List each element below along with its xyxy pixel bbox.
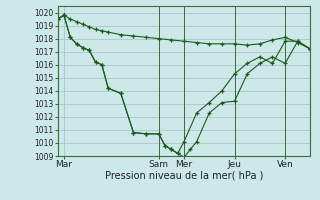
X-axis label: Pression niveau de la mer( hPa ): Pression niveau de la mer( hPa ) — [105, 171, 263, 181]
